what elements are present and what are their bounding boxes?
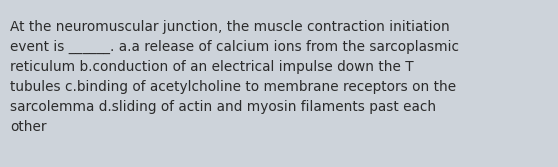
Text: At the neuromuscular junction, the muscle contraction initiation
event is ______: At the neuromuscular junction, the muscl… bbox=[10, 20, 459, 134]
